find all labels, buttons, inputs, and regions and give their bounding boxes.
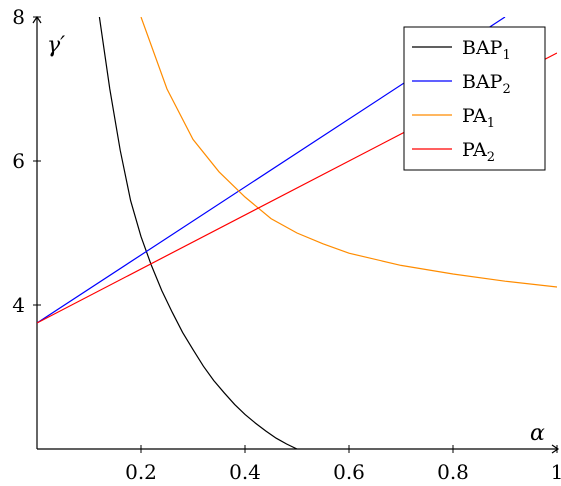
legend-entry-subscript: 2 xyxy=(487,150,495,165)
legend-entry-label: PA2 xyxy=(462,139,495,165)
legend-box xyxy=(403,26,546,171)
x-tick-label: 0.8 xyxy=(437,460,469,484)
legend-entry-name: PA xyxy=(462,139,487,161)
x-tick-label: 0.4 xyxy=(229,460,261,484)
y-tick-label: 8 xyxy=(12,5,25,29)
legend-entry-label: BAP2 xyxy=(462,71,511,97)
legend-entry-subscript: 1 xyxy=(502,48,510,63)
x-tick-label: 0.6 xyxy=(333,460,365,484)
x-tick-label: 1 xyxy=(551,460,561,484)
legend-entry-subscript: 1 xyxy=(487,116,495,131)
series-line-pa-1 xyxy=(140,17,557,288)
legend-entry-subscript: 2 xyxy=(502,82,510,97)
y-tick-label: 6 xyxy=(12,149,25,173)
x-tick-label: 0.2 xyxy=(125,460,157,484)
legend-entry-label: PA1 xyxy=(462,105,495,131)
x-ticks: 0.2 0.4 0.6 0.8 1 xyxy=(125,445,561,484)
x-axis-arrow xyxy=(551,444,560,454)
legend-entry-label: BAP1 xyxy=(462,37,511,63)
legend-entry-name: BAP xyxy=(462,71,503,93)
y-tick-label: 4 xyxy=(12,293,25,317)
series-line-bap-1 xyxy=(98,17,298,449)
legend-entry-name: BAP xyxy=(462,37,503,59)
legend-entry-name: PA xyxy=(462,105,487,127)
x-axis-label: α xyxy=(530,421,545,446)
y-axis-label: γ′ xyxy=(47,33,65,58)
y-ticks: 4 6 8 xyxy=(12,5,41,317)
